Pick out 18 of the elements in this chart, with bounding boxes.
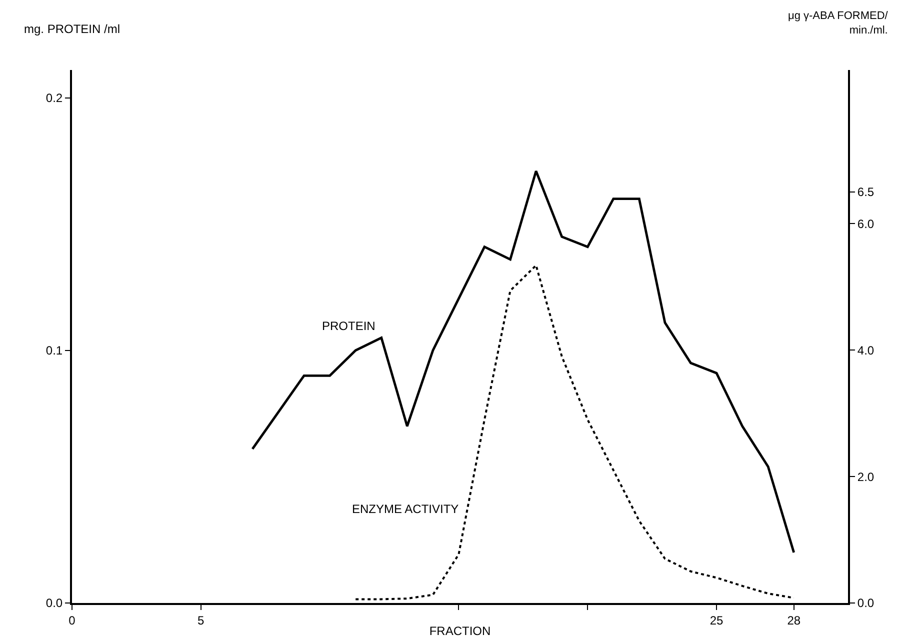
y2-tick-label: 6.5 [857,185,874,200]
series-label: ENZYME ACTIVITY [352,502,459,516]
x-tick-label: 25 [710,613,724,628]
y-tick-label: 0.0 [46,596,63,610]
y-tick-label: 0.1 [46,344,63,358]
y2-axis-title: μg γ-ABA FORMED/ min./ml. [788,10,889,36]
y-tick-label: 0.2 [46,90,63,105]
x-tick-label: 0 [68,613,76,628]
line-series [251,170,796,554]
y2-tick-label: 4.0 [857,343,874,358]
y2-tick-label: 0.0 [857,596,874,610]
y-axis-title: mg. PROTEIN /ml [24,22,120,36]
x-tick-label: 28 [787,613,801,628]
series-label: PROTEIN [322,319,376,333]
y2-tick-label: 2.0 [857,470,874,484]
x-tick-label: 5 [198,613,205,628]
y2-tick-label: 6.0 [857,216,874,231]
x-axis-title: FRACTION [429,624,491,638]
